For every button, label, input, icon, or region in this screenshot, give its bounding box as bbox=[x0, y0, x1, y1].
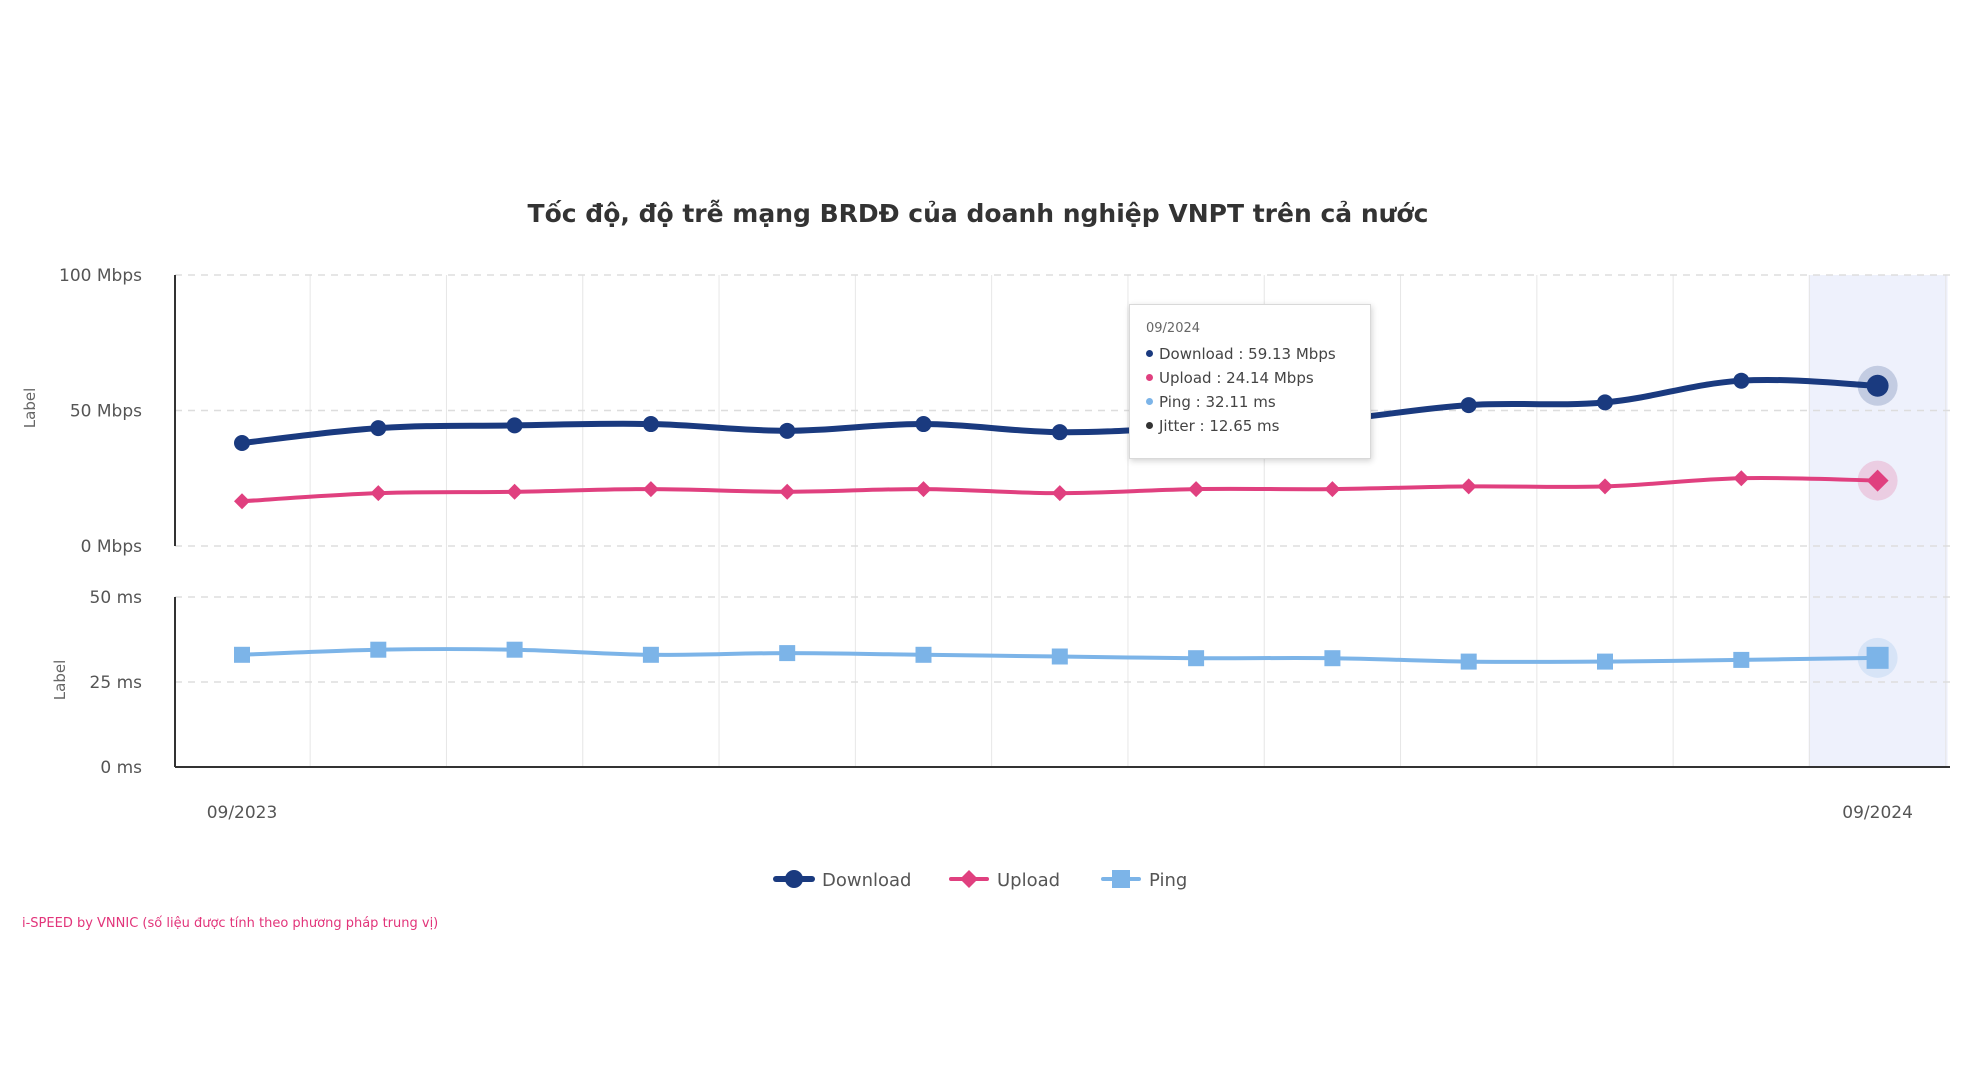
upload-point bbox=[1597, 478, 1613, 495]
data-tooltip: 09/2024 Download : 59.13 Mbps Upload : 2… bbox=[1129, 304, 1371, 459]
download-point bbox=[370, 420, 387, 437]
download-point bbox=[1051, 424, 1068, 441]
ping-point bbox=[779, 645, 796, 662]
ping-point bbox=[506, 641, 523, 658]
tooltip-ping-text: Ping : 32.11 ms bbox=[1159, 393, 1276, 411]
series-download bbox=[234, 365, 1898, 452]
ping-point bbox=[1188, 650, 1205, 667]
legend-download-icon bbox=[785, 870, 803, 888]
latency-tick-label: 50 ms bbox=[90, 588, 143, 608]
ping-point bbox=[1866, 646, 1889, 669]
latency-tick-label: 25 ms bbox=[90, 673, 143, 693]
upload-point bbox=[1866, 469, 1889, 492]
tooltip-upload-text: Upload : 24.14 Mbps bbox=[1159, 369, 1314, 387]
tooltip-jitter-text: Jitter : 12.65 ms bbox=[1159, 417, 1280, 435]
upload-point bbox=[370, 485, 387, 502]
tooltip-row-upload: Upload : 24.14 Mbps bbox=[1146, 366, 1354, 390]
speed-tick-label: 0 Mbps bbox=[81, 537, 142, 557]
upload-point bbox=[1051, 485, 1068, 502]
legend-item-download[interactable]: Download bbox=[773, 870, 911, 891]
upload-point bbox=[779, 483, 796, 500]
ping-point bbox=[1733, 651, 1750, 668]
legend-label: Ping bbox=[1149, 870, 1187, 891]
series-ping bbox=[234, 637, 1898, 678]
tooltip-row-ping: Ping : 32.11 ms bbox=[1146, 390, 1354, 414]
series-upload bbox=[234, 460, 1898, 510]
download-point bbox=[779, 422, 796, 439]
highlight-band bbox=[1808, 275, 1948, 767]
chart-title: Tốc độ, độ trễ mạng BRDĐ của doanh nghiệ… bbox=[528, 199, 1429, 228]
download-point bbox=[915, 416, 932, 433]
speed-tick-label: 50 Mbps bbox=[70, 402, 142, 422]
x-tick-label: 09/2024 bbox=[1842, 803, 1913, 823]
tooltip-row-download: Download : 59.13 Mbps bbox=[1146, 342, 1354, 366]
ping-point bbox=[1324, 650, 1341, 667]
ping-point bbox=[915, 646, 932, 663]
ping-point bbox=[1051, 648, 1068, 665]
download-point bbox=[642, 416, 659, 433]
download-point bbox=[1866, 374, 1889, 397]
download-point bbox=[234, 435, 250, 452]
legend-label: Download bbox=[822, 870, 911, 891]
upload-point bbox=[1733, 470, 1750, 487]
upload-point bbox=[234, 493, 250, 510]
download-point bbox=[506, 417, 523, 434]
download-dot-icon bbox=[1146, 350, 1153, 357]
ping-point bbox=[1597, 653, 1613, 670]
speed-axis-title: Label bbox=[21, 388, 39, 428]
jitter-dot-icon bbox=[1146, 422, 1153, 429]
legend-label: Upload bbox=[997, 870, 1060, 891]
upload-point bbox=[1460, 478, 1477, 495]
download-point bbox=[1460, 397, 1477, 414]
legend-ping-icon bbox=[1112, 870, 1130, 888]
ping-point bbox=[642, 646, 659, 663]
download-point bbox=[1733, 372, 1750, 389]
upload-point bbox=[642, 481, 659, 498]
tooltip-download-text: Download : 59.13 Mbps bbox=[1159, 345, 1336, 363]
upload-point bbox=[1324, 481, 1341, 498]
ping-dot-icon bbox=[1146, 398, 1153, 405]
legend-upload-icon bbox=[960, 870, 978, 888]
latency-axis-title: Label bbox=[51, 660, 69, 700]
source-credit: i-SPEED by VNNIC (số liệu được tính theo… bbox=[22, 916, 439, 931]
tooltip-row-jitter: Jitter : 12.65 ms bbox=[1146, 414, 1354, 438]
upload-point bbox=[1188, 481, 1205, 498]
legend-item-upload[interactable]: Upload bbox=[949, 870, 1060, 891]
x-tick-label: 09/2023 bbox=[207, 803, 278, 823]
latency-tick-label: 0 ms bbox=[100, 758, 142, 778]
upload-dot-icon bbox=[1146, 374, 1153, 381]
upload-point bbox=[915, 481, 932, 498]
ping-point bbox=[1460, 653, 1477, 670]
ping-point bbox=[370, 641, 387, 658]
speed-tick-label: 100 Mbps bbox=[59, 266, 142, 286]
legend-item-ping[interactable]: Ping bbox=[1101, 870, 1187, 891]
tooltip-date: 09/2024 bbox=[1146, 321, 1201, 336]
upload-point bbox=[506, 483, 523, 500]
download-point bbox=[1597, 394, 1613, 411]
ping-point bbox=[234, 646, 250, 663]
